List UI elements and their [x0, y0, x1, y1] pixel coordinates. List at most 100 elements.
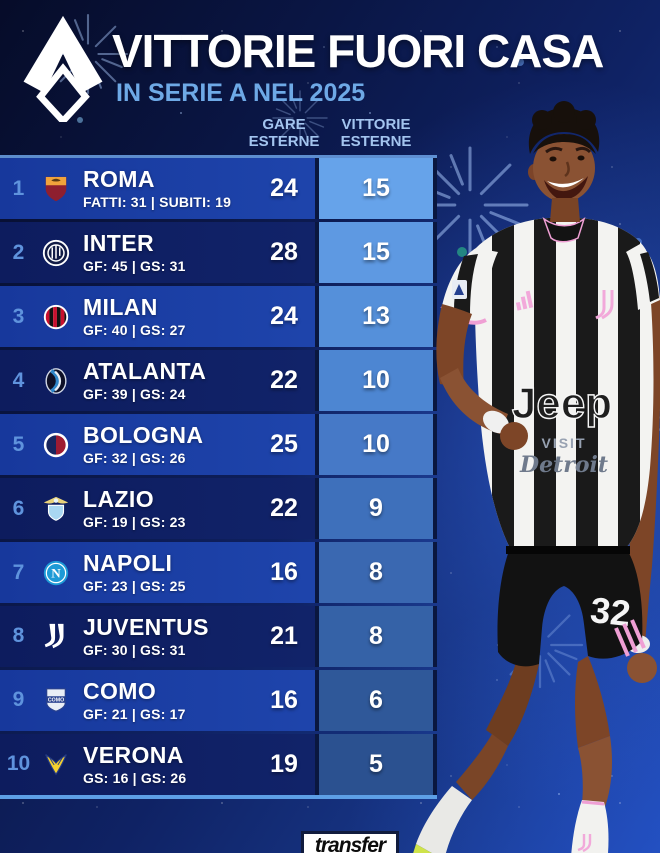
team-block: LAZIO GF: 19 | GS: 23: [83, 487, 186, 530]
team-block: ROMA FATTI: 31 | SUBITI: 19: [83, 167, 231, 210]
transfermarkt-logo-text: transfer: [314, 834, 386, 853]
team-block: NAPOLI GF: 23 | GS: 25: [83, 551, 186, 594]
table-row-napoli: 7 N NAPOLI GF: 23 | GS: 25 16 8: [0, 541, 437, 604]
wins-cell: 10: [315, 413, 437, 476]
svg-text:COMO: COMO: [48, 698, 64, 704]
team-stats: GF: 32 | GS: 26: [83, 450, 186, 467]
team-name: COMO: [83, 677, 157, 704]
como-crest-icon: COMO: [45, 688, 67, 713]
page-subtitle: IN SERIE A NEL 2025: [116, 79, 366, 107]
wins-cell: 15: [315, 158, 437, 220]
games-value: 16: [270, 685, 298, 714]
milan-crest-icon: [43, 304, 69, 329]
rank-label: 10: [6, 752, 31, 776]
table-row-lazio: 6 LAZIO GF: 19 | GS: 23 22 9: [0, 477, 437, 540]
games-value: 16: [270, 558, 298, 586]
table-row-roma: 1 ROMA FATTI: 31 | SUBITI: 19 24 15: [0, 158, 437, 220]
team-name: JUVENTUS: [83, 613, 209, 640]
team-crest: [40, 429, 72, 461]
team-block: INTER GF: 45 | GS: 31: [83, 231, 186, 274]
team-stats: GF: 19 | GS: 23: [83, 514, 186, 531]
games-value: 24: [270, 302, 298, 331]
team-name: INTER: [83, 230, 154, 256]
team-block: COMO GF: 21 | GS: 17: [83, 679, 186, 722]
page-title: VITTORIE FUORI CASA: [112, 25, 604, 77]
team-crest: COMO: [40, 684, 72, 716]
column-header-games: GARE ESTERNE: [233, 116, 335, 151]
jersey-sponsor-text: Jeep: [512, 379, 612, 428]
napoli-crest-icon: N: [43, 560, 69, 585]
column-header-games-line1: GARE: [262, 116, 306, 133]
table-row-como: 9 COMO COMO GF: 21 | GS: 17 16 6: [0, 669, 437, 732]
team-stats: GF: 21 | GS: 17: [83, 706, 186, 723]
games-value: 24: [270, 174, 298, 203]
wins-value: 10: [362, 430, 390, 459]
rank-label: 8: [12, 624, 25, 648]
rank-label: 5: [12, 432, 25, 456]
wins-value: 8: [369, 558, 383, 586]
team-crest: N: [40, 557, 72, 589]
team-crest: [40, 365, 72, 397]
rank-label: 2: [12, 240, 25, 264]
wins-value: 15: [362, 174, 390, 203]
team-stats: GF: 39 | GS: 24: [83, 386, 186, 403]
rank-label: 6: [12, 496, 25, 520]
team-stats: GS: 16 | GS: 26: [83, 770, 187, 787]
team-crest: [40, 173, 72, 205]
team-stats: GF: 23 | GS: 25: [83, 578, 186, 595]
wins-value: 6: [369, 685, 383, 714]
team-stats: GF: 40 | GS: 27: [83, 322, 186, 339]
team-block: MILAN GF: 40 | GS: 27: [83, 295, 186, 338]
table-row-inter: 2 INTER GF: 45 | GS: 31 28 15: [0, 221, 437, 284]
table-bottom-divider: [0, 795, 437, 799]
rank-label: 1: [12, 176, 25, 200]
games-value: 22: [270, 494, 298, 523]
games-value: 21: [270, 621, 298, 650]
team-block: ATALANTA GF: 39 | GS: 24: [83, 359, 206, 402]
lazio-crest-icon: [43, 496, 69, 521]
team-crest: [40, 748, 72, 780]
atalanta-crest-icon: [45, 367, 67, 394]
wins-value: 8: [369, 621, 383, 650]
team-name: NAPOLI: [83, 549, 173, 576]
table: 1 ROMA FATTI: 31 | SUBITI: 19 24 15 2 IN…: [0, 158, 437, 796]
team-block: BOLOGNA GF: 32 | GS: 26: [83, 423, 203, 466]
team-crest: [40, 620, 72, 652]
rank-label: 3: [12, 304, 25, 328]
team-stats: GF: 30 | GS: 31: [83, 642, 186, 659]
wins-cell: 10: [315, 349, 437, 412]
player-photo: Jeep VISIT Detroit 32: [413, 101, 660, 853]
team-block: VERONA GS: 16 | GS: 26: [83, 743, 186, 786]
rank-label: 7: [12, 560, 25, 584]
transfermarkt-logo: transfer: [301, 831, 399, 853]
team-name: ROMA: [83, 166, 155, 193]
rank-label: 4: [12, 368, 25, 392]
table-row-milan: 3 MILAN GF: 40 | GS: 27 24 13: [0, 285, 437, 348]
column-header-games-line2: ESTERNE: [248, 132, 320, 150]
table-row-atalanta: 4 ATALANTA GF: 39 | GS: 24 22 10: [0, 349, 437, 412]
jersey-detroit-text: Detroit: [519, 452, 608, 478]
wins-cell: 6: [315, 669, 437, 732]
wins-value: 15: [362, 238, 390, 267]
games-value: 22: [270, 366, 298, 395]
games-value: 19: [270, 749, 298, 778]
jersey-visit-text: VISIT: [541, 435, 586, 451]
team-name: VERONA: [83, 741, 184, 768]
team-name: ATALANTA: [83, 357, 207, 384]
verona-crest-icon: [45, 754, 67, 776]
serie-a-logo: [23, 15, 103, 122]
team-stats: GF: 45 | GS: 31: [83, 258, 186, 275]
svg-text:N: N: [51, 565, 61, 580]
team-crest: [40, 301, 72, 333]
table-row-bologna: 5 BOLOGNA GF: 32 | GS: 26 25 10: [0, 413, 437, 476]
wins-cell: 5: [315, 733, 437, 796]
juventus-crest-icon: [44, 624, 64, 649]
wins-value: 10: [362, 366, 390, 395]
table-row-juventus: 8 JUVENTUS GF: 30 | GS: 31 21 8: [0, 605, 437, 668]
column-header-wins-line2: ESTERNE: [340, 132, 412, 150]
wins-value: 13: [362, 302, 390, 331]
column-header-wins-line1: VITTORIE: [341, 116, 411, 133]
games-value: 25: [270, 430, 298, 459]
wins-value: 5: [369, 749, 383, 778]
